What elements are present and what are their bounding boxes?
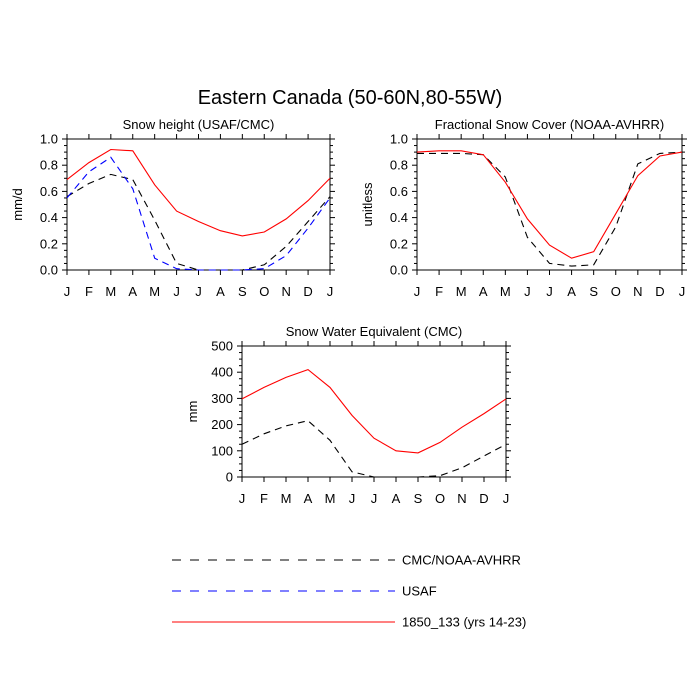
x-tick-label: J bbox=[503, 491, 510, 506]
x-tick-label: J bbox=[327, 284, 334, 299]
series-line-cmc-noaa-avhrr bbox=[417, 151, 683, 267]
y-axis-label: mm/d bbox=[10, 188, 25, 221]
series-line-usaf bbox=[66, 156, 331, 271]
x-tick-label: M bbox=[456, 284, 467, 299]
x-tick-label: S bbox=[414, 491, 423, 506]
y-tick-label: 1.0 bbox=[40, 132, 58, 147]
series-line-cmc-noaa-avhrr bbox=[241, 420, 507, 478]
x-tick-label: A bbox=[216, 284, 225, 299]
panel-title: Snow height (USAF/CMC) bbox=[123, 117, 275, 132]
x-tick-label: M bbox=[149, 284, 160, 299]
x-tick-label: A bbox=[479, 284, 488, 299]
x-tick-label: N bbox=[281, 284, 290, 299]
x-tick-label: A bbox=[392, 491, 401, 506]
x-tick-label: J bbox=[239, 491, 246, 506]
plot-frame bbox=[241, 345, 507, 478]
x-tick-label: J bbox=[679, 284, 686, 299]
figure-title: Eastern Canada (50-60N,80-55W) bbox=[198, 87, 503, 109]
x-tick-label: O bbox=[611, 284, 621, 299]
x-tick-label: D bbox=[303, 284, 312, 299]
x-tick-label: N bbox=[457, 491, 466, 506]
x-tick-label: S bbox=[589, 284, 598, 299]
y-tick-label: 300 bbox=[211, 391, 233, 406]
x-tick-label: A bbox=[128, 284, 137, 299]
x-tick-label: J bbox=[349, 491, 356, 506]
panel-fractional-snow-cover: Fractional Snow Cover (NOAA-AVHRR) unitle… bbox=[360, 117, 687, 299]
y-tick-label: 0.4 bbox=[390, 210, 408, 225]
y-axis-label: unitless bbox=[360, 182, 375, 227]
x-tick-label: D bbox=[479, 491, 488, 506]
x-tick-label: J bbox=[371, 491, 378, 506]
x-tick-label: M bbox=[105, 284, 116, 299]
x-tick-label: N bbox=[633, 284, 642, 299]
y-tick-label: 500 bbox=[211, 339, 233, 354]
x-tick-label: F bbox=[260, 491, 268, 506]
y-tick-label: 1.0 bbox=[390, 132, 408, 147]
y-tick-label: 0.8 bbox=[40, 158, 58, 173]
x-tick-label: J bbox=[173, 284, 180, 299]
x-tick-label: A bbox=[567, 284, 576, 299]
plot-frame bbox=[416, 138, 683, 271]
panel-title: Fractional Snow Cover (NOAA-AVHRR) bbox=[435, 117, 664, 132]
series-line-1850-133-yrs-14-23 bbox=[241, 368, 507, 454]
legend: CMC/NOAA-AVHRR USAF 1850_133 (yrs 14-23) bbox=[172, 553, 526, 630]
series-line-cmc-noaa-avhrr bbox=[66, 173, 331, 271]
legend-label: 1850_133 (yrs 14-23) bbox=[402, 615, 526, 630]
y-tick-label: 400 bbox=[211, 365, 233, 380]
x-tick-label: F bbox=[435, 284, 443, 299]
y-tick-label: 0.8 bbox=[390, 158, 408, 173]
x-tick-label: J bbox=[524, 284, 531, 299]
series-line-1850-133-yrs-14-23 bbox=[66, 148, 331, 237]
y-tick-label: 0.0 bbox=[40, 263, 58, 278]
y-tick-label: 0 bbox=[226, 470, 233, 485]
y-tick-label: 0.6 bbox=[40, 184, 58, 199]
panel-snow-height: Snow height (USAF/CMC) mm/d 0.0 0.2 0.4 0.6 0.… bbox=[10, 117, 335, 299]
panel-title: Snow Water Equivalent (CMC) bbox=[286, 324, 463, 339]
y-tick-label: 0.6 bbox=[390, 184, 408, 199]
x-tick-label: J bbox=[546, 284, 553, 299]
y-axis-label: mm bbox=[185, 401, 200, 423]
x-tick-label: J bbox=[64, 284, 71, 299]
panel-snow-water-equivalent: Snow Water Equivalent (CMC) mm 0 100 200 300 4… bbox=[185, 324, 511, 506]
y-tick-label: 0.2 bbox=[40, 236, 58, 251]
legend-label: CMC/NOAA-AVHRR bbox=[402, 553, 521, 568]
y-tick-label: 0.2 bbox=[390, 236, 408, 251]
y-tick-label: 0.4 bbox=[40, 210, 58, 225]
x-tick-label: A bbox=[304, 491, 313, 506]
x-tick-label: M bbox=[325, 491, 336, 506]
x-tick-label: O bbox=[259, 284, 269, 299]
x-tick-label: J bbox=[414, 284, 421, 299]
series-line-1850-133-yrs-14-23 bbox=[416, 150, 683, 259]
y-tick-label: 200 bbox=[211, 417, 233, 432]
x-tick-label: J bbox=[195, 284, 202, 299]
y-tick-label: 100 bbox=[211, 443, 233, 458]
x-tick-label: M bbox=[500, 284, 511, 299]
y-tick-label: 0.0 bbox=[390, 263, 408, 278]
x-tick-label: S bbox=[238, 284, 247, 299]
x-tick-label: O bbox=[435, 491, 445, 506]
x-tick-label: F bbox=[85, 284, 93, 299]
legend-label: USAF bbox=[402, 584, 437, 599]
x-tick-label: M bbox=[281, 491, 292, 506]
x-tick-label: D bbox=[655, 284, 664, 299]
